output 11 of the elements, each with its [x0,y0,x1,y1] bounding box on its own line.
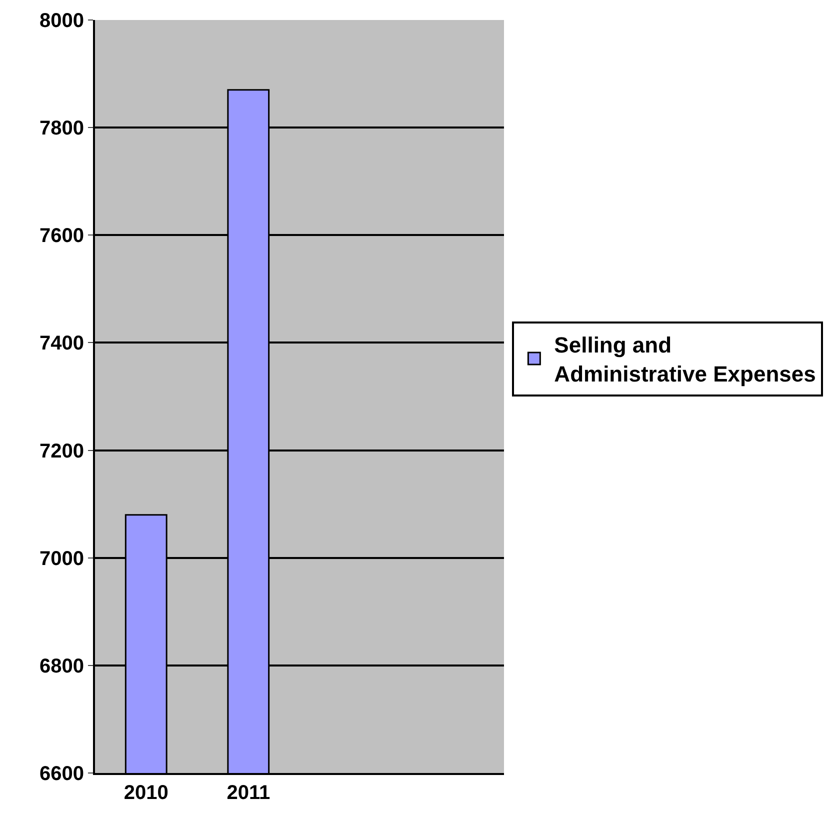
legend-label: Selling and Administrative Expenses [554,332,816,386]
y-tick-label: 7000 [40,548,84,570]
y-tick-label: 7400 [40,332,84,355]
y-tick-label: 8000 [40,10,84,32]
y-tick-label: 7800 [40,118,84,140]
y-tick-label: 7200 [40,440,84,462]
y-tick-label: 6800 [40,655,84,678]
x-tick-label: 2010 [124,782,168,804]
y-tick-label: 7600 [40,225,84,248]
x-tick-label: 2011 [226,782,270,804]
y-tick-label: 6600 [40,763,84,785]
